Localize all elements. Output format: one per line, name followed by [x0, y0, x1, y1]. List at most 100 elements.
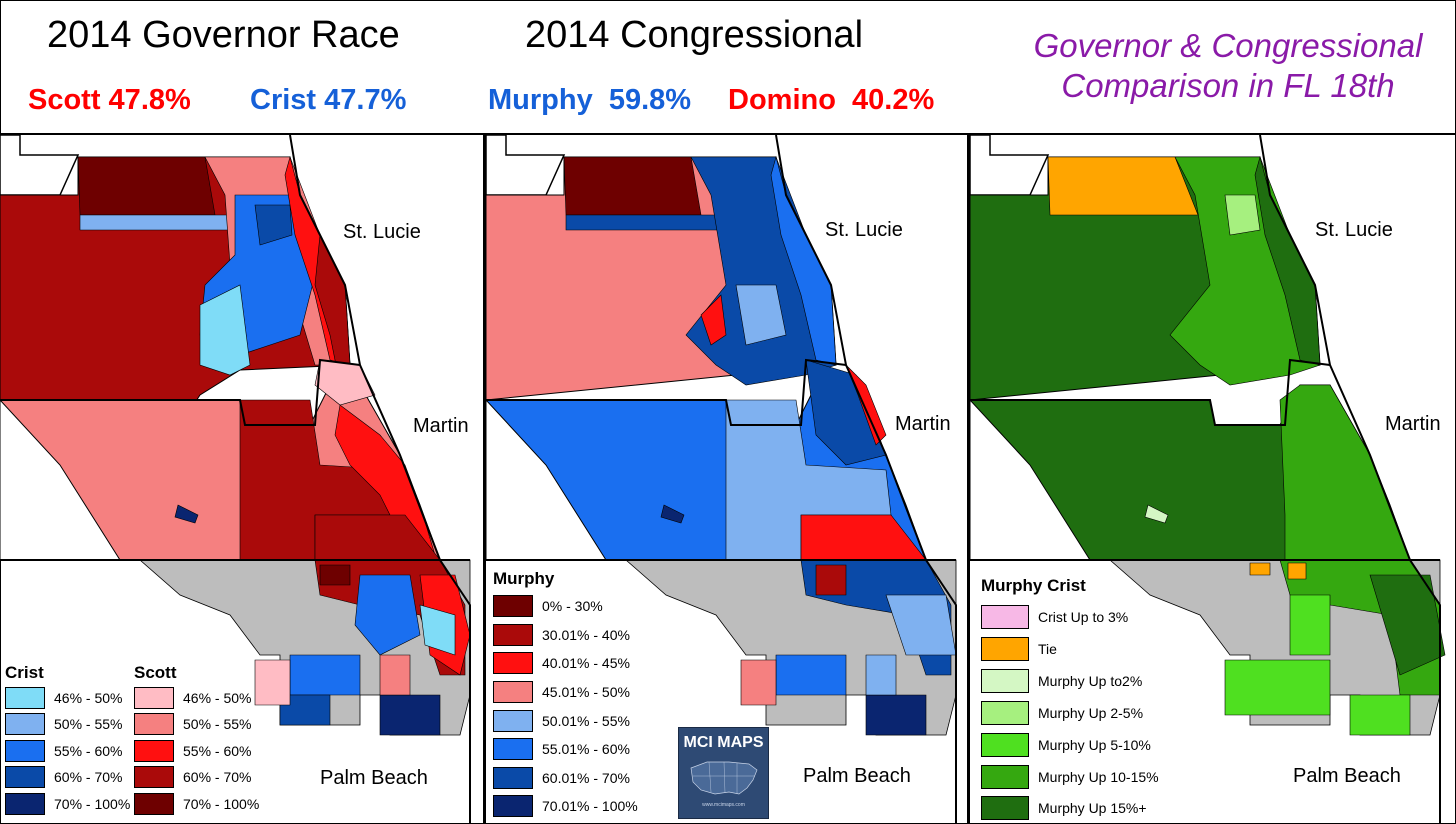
map-palmbeach-blue-2: [775, 654, 847, 696]
legend-swatch: [493, 681, 533, 703]
legend-swatch: [134, 687, 174, 709]
legend-comparison-item-3: Murphy Up to2%: [981, 669, 1142, 693]
map-palmbeach-tie-2: [1287, 562, 1307, 580]
legend-label: 60% - 70%: [54, 769, 123, 785]
usa-map-icon: [690, 761, 758, 795]
map-palmbeach-pink-1: [254, 659, 291, 706]
governor-map: [0, 135, 471, 824]
map-stlucie-inner: [1169, 156, 1321, 386]
comparison-title: Governor & Congressional Comparison in F…: [978, 26, 1456, 106]
map-palmbeach-bright-3: [1349, 694, 1411, 736]
legend-murphy-item-2: 30.01% - 40%: [493, 624, 630, 646]
legend-swatch: [134, 766, 174, 788]
map-okeechobee-region: [0, 135, 80, 196]
legend-murphy-item-5: 50.01% - 55%: [493, 710, 630, 732]
legend-swatch: [493, 795, 533, 817]
legend-label: Murphy Up 2-5%: [1038, 705, 1144, 721]
map-palmbeach-tie: [1249, 562, 1271, 576]
map-stlucie-northwest: [77, 156, 216, 216]
legend-label: Murphy Up 15%+: [1038, 800, 1147, 816]
map-palmbeach-blue-3: [865, 694, 927, 736]
congress-map: [486, 135, 957, 824]
legend-label: Murphy Up 5-10%: [1038, 737, 1151, 753]
map-coastline: [1259, 135, 1441, 824]
legend-scott-item-5: 70% - 100%: [134, 793, 259, 815]
map-palmbeach-blue-4: [865, 654, 897, 696]
domino-result: Domino 40.2%: [728, 84, 935, 116]
legend-murphy-item-3: 40.01% - 45%: [493, 652, 630, 674]
legend-crist-item-1: 46% - 50%: [5, 687, 122, 709]
legend-swatch: [493, 710, 533, 732]
governor-map-panel: [0, 135, 484, 824]
legend-swatch: [134, 713, 174, 735]
county-border-stlucie-martin: [486, 358, 847, 426]
map-lake-island: [660, 504, 685, 524]
map-lake-island: [174, 504, 199, 524]
legend-swatch: [981, 637, 1029, 661]
map-lake-island: [1144, 504, 1169, 524]
map-palmbeach-bright-2: [1224, 659, 1331, 716]
comparison-title-line2: Comparison in FL 18th: [1061, 67, 1395, 104]
map-palmbeach-blue-2: [289, 654, 361, 696]
legend-swatch: [5, 766, 45, 788]
murphy-result: Murphy 59.8%: [488, 84, 692, 116]
map-coastline: [289, 135, 471, 824]
legend-murphy-item-1: 0% - 30%: [493, 595, 603, 617]
congress-label-st-lucie: St. Lucie: [825, 219, 903, 241]
legend-swatch: [981, 605, 1029, 629]
map-palmbeach-green-coast: [1369, 574, 1446, 676]
legend-label: 50% - 55%: [54, 716, 123, 732]
map-stlucie-northwest: [563, 156, 702, 216]
map-coastline: [775, 135, 957, 824]
map-stlucie-tie: [1047, 156, 1199, 216]
legend-swatch: [981, 733, 1029, 757]
comparison-map-panel: [970, 135, 1454, 824]
legend-comparison-title: Murphy Crist: [981, 576, 1086, 595]
congress-title: 2014 Congressional: [525, 14, 864, 56]
legend-label: 40.01% - 45%: [542, 655, 630, 671]
legend-swatch: [981, 765, 1029, 789]
map-palmbeach-blue-4: [279, 694, 331, 726]
legend-comparison-item-2: Tie: [981, 637, 1057, 661]
legend-swatch: [134, 793, 174, 815]
legend-murphy-item-8: 70.01% - 100%: [493, 795, 638, 817]
map-palmbeach-darkred: [319, 564, 351, 586]
legend-crist-item-4: 60% - 70%: [5, 766, 122, 788]
legend-swatch: [134, 740, 174, 762]
comparison-label-st-lucie: St. Lucie: [1315, 219, 1393, 241]
legend-label: 55% - 60%: [183, 743, 252, 759]
legend-swatch: [5, 713, 45, 735]
legend-swatch: [493, 595, 533, 617]
legend-murphy-item-4: 45.01% - 50%: [493, 681, 630, 703]
map-palmbeach-blue-1: [354, 574, 421, 656]
legend-swatch: [981, 701, 1029, 725]
map-martin-coast-red: [845, 364, 887, 446]
legend-label: 50% - 55%: [183, 716, 252, 732]
congress-label-palm-beach: Palm Beach: [803, 765, 911, 787]
legend-crist-item-2: 50% - 55%: [5, 713, 122, 735]
legend-label: 46% - 50%: [183, 690, 252, 706]
legend-crist-item-3: 55% - 60%: [5, 740, 122, 762]
legend-swatch: [493, 738, 533, 760]
legend-label: 0% - 30%: [542, 598, 603, 614]
panel-divider-2: [967, 133, 970, 824]
legend-label: 60.01% - 70%: [542, 770, 630, 786]
map-stlucie-lightblue: [735, 284, 787, 346]
legend-comparison-item-6: Murphy Up 10-15%: [981, 765, 1159, 789]
legend-swatch: [5, 687, 45, 709]
legend-swatch: [493, 767, 533, 789]
mci-maps-title: MCI MAPS: [683, 734, 764, 751]
legend-label: 50.01% - 55%: [542, 713, 630, 729]
map-palmbeach-red-small: [379, 654, 411, 696]
legend-swatch: [5, 740, 45, 762]
legend-label: 60% - 70%: [183, 769, 252, 785]
legend-swatch: [981, 669, 1029, 693]
legend-label: Murphy Up 10-15%: [1038, 769, 1159, 785]
crist-result: Crist 47.7%: [250, 84, 407, 116]
map-palmbeach-blue-3: [379, 694, 441, 736]
map-martin-dark: [805, 359, 887, 466]
legend-swatch: [493, 624, 533, 646]
legend-label: Crist Up to 3%: [1038, 609, 1129, 625]
congress-map-panel: [486, 135, 970, 824]
legend-comparison-item-5: Murphy Up 5-10%: [981, 733, 1151, 757]
